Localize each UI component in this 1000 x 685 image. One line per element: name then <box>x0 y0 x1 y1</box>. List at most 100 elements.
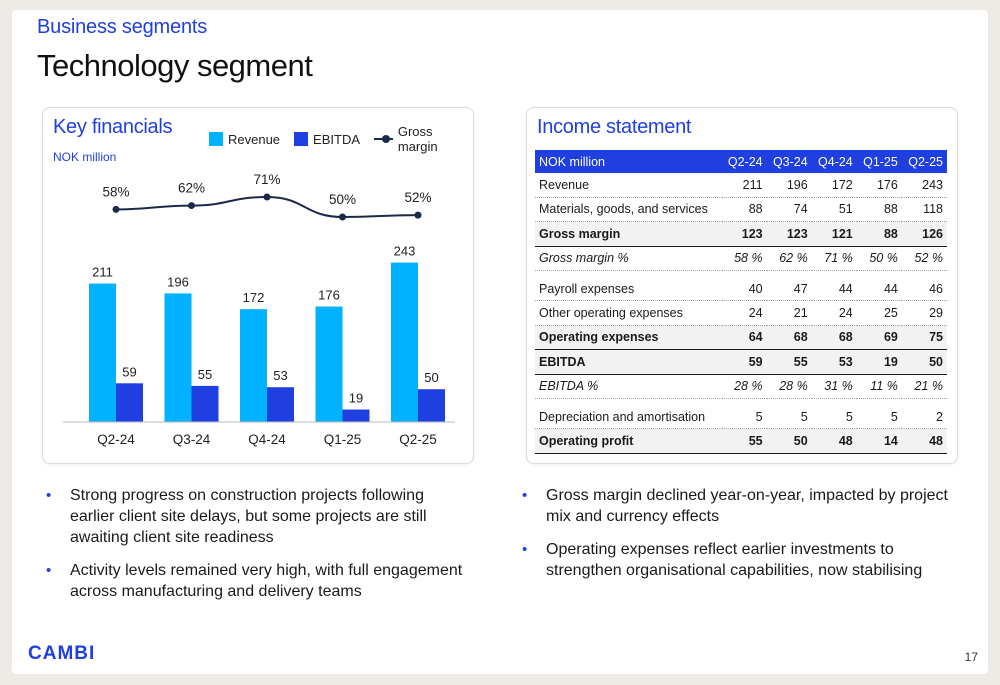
row-value: 44 <box>811 270 857 302</box>
key-financials-chart: 211 59 Q2-24 196 55 Q3-24 172 53 Q4-24 176 19 Q1-25… <box>63 172 455 447</box>
row-value: 14 <box>856 428 902 454</box>
slide: Business segments Technology segment Key… <box>12 10 988 674</box>
x-tick-label: Q2-25 <box>399 432 437 447</box>
row-value: 71 % <box>811 246 857 271</box>
row-value: 88 <box>721 197 767 223</box>
gross-margin-point <box>188 202 195 210</box>
row-value: 5 <box>721 398 767 430</box>
legend-item-revenue: Revenue <box>209 132 280 147</box>
gross-margin-point <box>339 213 346 221</box>
table-row: Payroll expenses 40 47 44 44 46 <box>535 270 947 302</box>
row-value: 88 <box>856 221 902 247</box>
section-eyebrow: Business segments <box>37 16 208 38</box>
bullet-list-left: Strong progress on construction projects… <box>40 485 470 614</box>
row-value: 40 <box>721 270 767 302</box>
income-statement-title: Income statement <box>537 116 692 138</box>
x-tick-label: Q4-24 <box>248 432 286 447</box>
row-value: 44 <box>856 270 902 302</box>
row-value: 211 <box>721 173 767 198</box>
row-value: 46 <box>901 270 947 302</box>
row-value: 196 <box>766 173 812 198</box>
row-value: 74 <box>766 197 812 223</box>
income-statement-table: NOK million Q2-24 Q3-24 Q4-24 Q1-25 Q2-2… <box>535 150 947 454</box>
table-header-row: NOK million Q2-24 Q3-24 Q4-24 Q1-25 Q2-2… <box>535 150 947 174</box>
table-row: Other operating expenses 24 21 24 25 29 <box>535 300 947 326</box>
data-label-ebitda: 19 <box>349 391 363 406</box>
table-row: Revenue 211 196 172 176 243 <box>535 173 947 198</box>
income-statement-card: Income statement NOK million Q2-24 Q3-24… <box>526 107 958 464</box>
row-label: Other operating expenses <box>535 300 722 326</box>
row-value: 50 % <box>856 246 902 271</box>
page-number: 17 <box>964 650 978 664</box>
page-title: Technology segment <box>37 48 313 83</box>
row-label: EBITDA % <box>535 374 722 399</box>
row-value: 126 <box>901 221 947 247</box>
row-value: 88 <box>856 197 902 223</box>
data-label-ebitda: 55 <box>198 367 212 382</box>
gross-margin-label: 71% <box>253 172 280 187</box>
table-header-cell: Q4-24 <box>811 150 857 174</box>
bar-ebitda <box>418 389 445 422</box>
gross-margin-label: 62% <box>178 181 205 196</box>
legend-item-gross-margin: Gross margin <box>374 124 459 154</box>
row-value: 52 % <box>901 246 947 271</box>
table-row: Depreciation and amortisation 5 5 5 5 2 <box>535 398 947 430</box>
row-value: 59 <box>721 349 767 375</box>
data-label-ebitda: 53 <box>273 368 287 383</box>
row-label: EBITDA <box>535 349 722 375</box>
row-value: 123 <box>721 221 767 247</box>
x-tick-label: Q3-24 <box>173 432 211 447</box>
bullet-list-right: Gross margin declined year-on-year, impa… <box>516 485 956 593</box>
legend-label-gross-margin: Gross margin <box>397 124 438 154</box>
bar-ebitda <box>267 387 294 422</box>
gross-margin-point <box>112 205 120 213</box>
row-value: 19 <box>856 349 902 375</box>
data-label-revenue: 176 <box>318 288 340 303</box>
row-value: 5 <box>811 398 857 430</box>
row-label: Materials, goods, and services <box>535 197 722 223</box>
row-value: 47 <box>766 270 812 302</box>
row-value: 24 <box>721 300 767 326</box>
row-value: 5 <box>766 398 812 430</box>
data-label-ebitda: 50 <box>424 370 438 385</box>
row-value: 121 <box>811 221 857 247</box>
row-label: Payroll expenses <box>535 270 722 302</box>
key-financials-card: Key financials NOK million Revenue EBITD… <box>42 107 474 464</box>
gross-margin-label: 52% <box>404 190 431 205</box>
row-value: 21 % <box>901 374 947 399</box>
row-value: 28 % <box>721 374 767 399</box>
legend-swatch-gross-margin <box>374 132 393 146</box>
table-row: Gross margin 123 123 121 88 126 <box>535 221 947 247</box>
bullet-item: Strong progress on construction projects… <box>40 485 470 548</box>
table-body: Revenue 211 196 172 176 243 Materials, goods, … <box>535 173 947 454</box>
table-row: EBITDA % 28 % 28 % 31 % 11 % 21 % <box>535 374 947 399</box>
table-row: Operating profit 55 50 48 14 48 <box>535 428 947 454</box>
bar-ebitda <box>191 385 219 422</box>
table-header-cell: Q3-24 <box>766 150 812 174</box>
bar-revenue <box>164 293 192 422</box>
gross-margin-point <box>414 211 422 219</box>
data-label-revenue: 243 <box>394 244 416 259</box>
table-header-cell: NOK million <box>535 150 722 174</box>
row-value: 5 <box>856 398 902 430</box>
row-label: Operating expenses <box>535 325 722 351</box>
legend-item-ebitda: EBITDA <box>294 132 360 147</box>
x-tick-label: Q2-24 <box>97 432 135 447</box>
bar-ebitda <box>116 383 143 422</box>
row-value: 11 % <box>856 374 902 399</box>
row-value: 58 % <box>721 246 767 271</box>
row-label: Gross margin % <box>535 246 722 271</box>
bullet-item: Gross margin declined year-on-year, impa… <box>516 485 956 527</box>
gross-margin-point <box>263 193 271 201</box>
chart-unit-label: NOK million <box>53 150 117 164</box>
row-value: 51 <box>811 197 857 223</box>
bullet-item: Operating expenses reflect earlier inves… <box>516 539 956 581</box>
x-tick-label: Q1-25 <box>324 432 362 447</box>
chart-legend: Revenue EBITDA Gross margin <box>209 124 473 154</box>
bullet-item: Activity levels remained very high, with… <box>40 560 470 602</box>
bar-revenue <box>240 309 267 422</box>
table-row: Operating expenses 64 68 68 69 75 <box>535 325 947 351</box>
legend-label-ebitda: EBITDA <box>313 131 361 147</box>
gross-margin-label: 50% <box>329 192 356 207</box>
row-value: 68 <box>811 325 857 351</box>
